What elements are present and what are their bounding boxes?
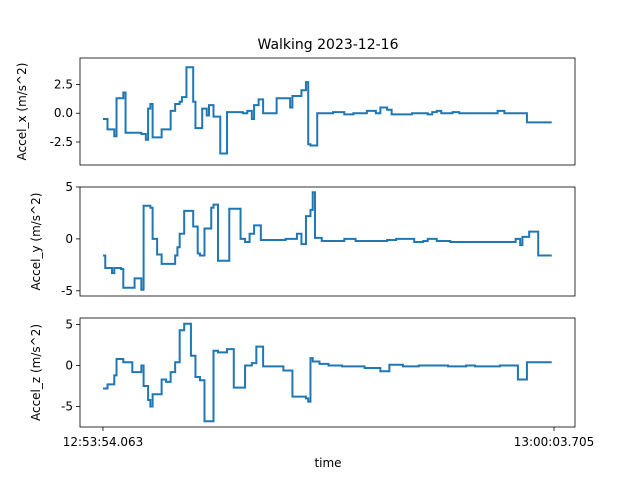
accel-y-panel: -5 0 5 Accel_y (m/s^2) [29,180,576,298]
accel-x-axes-frame [79,57,576,166]
accel-z-axes-frame [79,317,576,428]
accel-z-series-line [103,322,552,423]
x-tick-label-start: 12:53:54.063 [63,435,144,449]
x-tick-label-end: 13:00:03.705 [514,435,595,449]
accel-y-y-axis-label: Accel_y (m/s^2) [29,193,43,291]
accel-x-y-axis-label: Accel_x (m/s^2) [15,63,29,161]
accel-y-series-line [103,191,552,291]
accel-y-axes-frame [79,186,576,297]
accel-y-y-tick-label: 0 [65,232,73,246]
accel-z-panel: -5 0 5 Accel_z (m/s^2) [29,317,576,428]
accel-x-y-tick-label: -2.5 [50,135,73,149]
accel-z-y-tick-label: 0 [65,359,73,373]
chart-title: Walking 2023-12-16 [258,37,399,53]
x-axis: 12:53:54.063 13:00:03.705 time [63,427,595,470]
accel-x-y-tick-label: 2.5 [54,77,73,91]
accel-x-y-tick-label: 0.0 [54,106,73,120]
accel-z-y-tick-label: 5 [65,318,73,332]
accel-x-series-line [103,66,552,155]
accel-y-y-tick-label: -5 [61,284,73,298]
accel-z-y-axis-label: Accel_z (m/s^2) [29,324,43,421]
x-axis-label: time [314,456,341,470]
accel-y-y-tick-label: 5 [65,180,73,194]
accel-z-y-tick-label: -5 [61,400,73,414]
accel-x-panel: -2.5 0.0 2.5 Accel_x (m/s^2) [15,57,576,166]
